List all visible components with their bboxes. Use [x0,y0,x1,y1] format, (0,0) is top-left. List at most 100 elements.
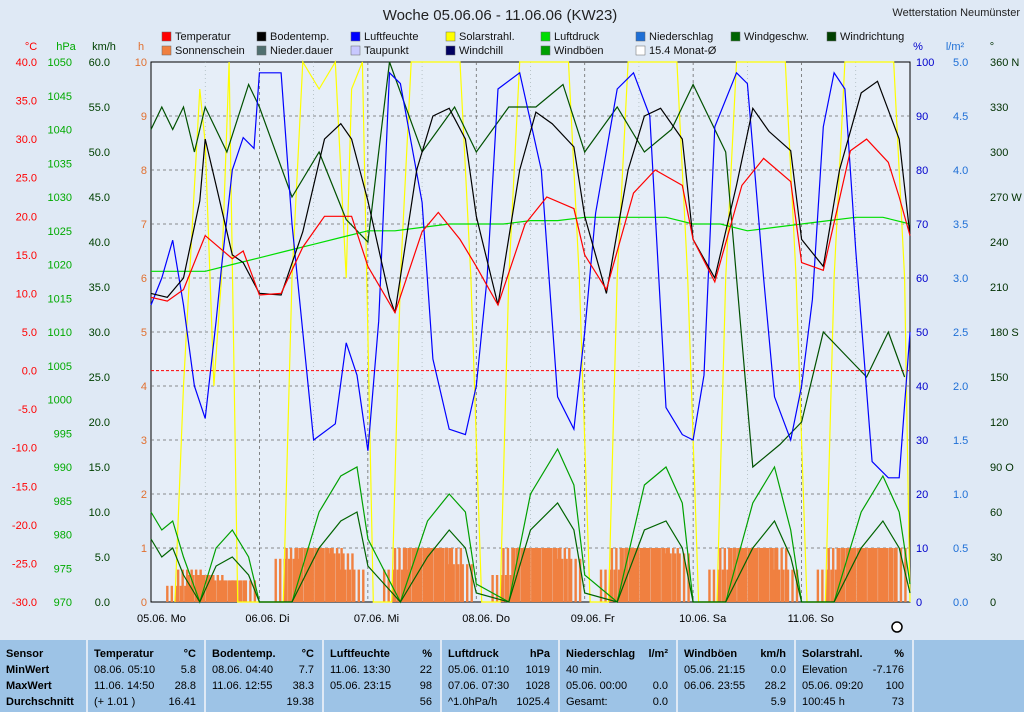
stats-cell-value: °C [183,648,196,660]
hours-tick-label: 9 [141,111,147,123]
sunshine-bar [743,548,746,602]
sunshine-bar [198,575,202,602]
stats-cell-label: Niederschlag [566,648,636,660]
stats-cell-value: 1028 [525,680,550,692]
sunshine-bar [446,548,449,602]
temp-tick-label: 20.0 [16,211,37,223]
sunshine-bar [870,548,874,602]
precip-tick-label: 2.5 [953,327,968,339]
sunshine-bar [656,548,660,602]
stats-cell-value: 0.0 [652,680,668,692]
sunshine-bar [170,585,174,602]
sunshine-bar [409,548,412,602]
sunshine-bar [209,580,212,602]
sunshine-bar [641,548,644,602]
stats-cell-value: 5.9 [770,696,786,708]
legend-swatch [161,45,172,56]
clock-icon[interactable] [891,621,903,633]
statistics-table: Sensor MinWert MaxWert Durchschnitt Temp… [0,640,1024,712]
series-line-luftfeuchte [150,71,911,479]
temp-tick-label: 30.0 [16,134,37,146]
sunshine-bar [339,569,342,602]
legend-label: Luftfeuchte [364,31,418,43]
sunshine-bar [734,548,737,602]
stats-cell-label: 07.06. 07:30 [448,680,510,692]
pressure-tick-label: 1025 [48,226,72,238]
precip-tick-label: 2.0 [953,381,968,393]
stats-label-min: MinWert [6,664,50,676]
sunshine-bar [545,548,549,602]
sunshine-bar [333,553,336,602]
sunshine-bar [661,548,664,602]
sunshine-bar [875,548,878,602]
sunshine-bar [391,569,395,602]
sunshine-bar [791,569,794,602]
sunshine-bar [218,580,221,602]
temp-tick-label: -10.0 [12,443,37,455]
sunshine-bar [430,548,434,602]
temp-tick-label: -5.0 [18,404,37,416]
stats-cell-label: 11.06. 13:30 [330,664,391,676]
pressure-tick-label: 1015 [48,293,72,305]
sunshine-bar [617,569,621,602]
sunshine-bar [886,548,889,602]
legend-swatch [256,45,267,56]
sunshine-bar [393,548,397,602]
sunshine-bar [511,548,514,602]
stats-cell-label: 100:45 h [802,696,845,708]
sunshine-bar [610,548,614,602]
sunshine-bar [283,558,286,602]
legend-label: Taupunkt [364,45,409,57]
wind-tick-label: 10.0 [89,507,110,519]
sunshine-bar [205,575,209,602]
sunshine-bar [669,553,672,602]
sunshine-bar [834,569,838,602]
sunshine-bar [756,548,759,602]
legend-label: Niederschlag [649,31,713,43]
legend-swatch [540,31,551,42]
legend-swatch [635,45,646,56]
humidity-tick-label: 10 [916,543,928,555]
precip-tick-label: 0.5 [953,543,968,555]
stats-cell-label: Bodentemp. [212,648,276,660]
sunshine-bar [439,548,443,602]
stats-cell-label: Solarstrahl. [802,648,863,660]
sunshine-bar [325,548,328,602]
stats-col-solar: Solarstrahl.% Elevation -7.176 05.06. 09:20… [796,640,914,712]
pressure-axis-unit: hPa [56,41,76,53]
stats-cell-label: ^1.0hPa/h [448,696,498,708]
sunshine-bar [721,569,725,602]
weather-chart: Woche 05.06.06 - 11.06.06 (KW23) Wetters… [11,7,1023,633]
sunshine-bar [457,564,460,602]
humidity-tick-label: 90 [916,111,928,123]
sunshine-bar [864,548,867,602]
sunshine-bar [426,548,429,602]
sunshine-bar [300,548,304,602]
sunshine-bar [531,548,534,602]
wind-tick-label: 30.0 [89,327,110,339]
sunshine-bar [448,564,451,602]
wind-tick-label: 20.0 [89,417,110,429]
series-line-bodentemp [150,80,911,313]
sunshine-bar [624,548,627,602]
sunshine-bar [650,548,653,602]
sunshine-bar [773,569,776,602]
sunshine-bar [528,548,531,602]
stats-cell-label: 05.06. 09:20 [802,680,864,692]
station-name: Wetterstation Neumünster [892,7,1020,19]
temp-tick-label: -25.0 [12,558,37,570]
sunshine-bar [771,548,774,602]
sunshine-bar [316,548,319,602]
sunshine-bar [320,548,323,602]
sunshine-bar [181,569,184,602]
precip-tick-label: 4.5 [953,111,968,123]
sunshine-bar [235,580,239,602]
legend-label: Solarstrahl. [459,31,515,43]
pressure-tick-label: 1040 [48,125,72,137]
axes: 40.035.030.025.020.015.010.05.00.0-5.0-1… [12,41,1022,609]
series-line-windgeschw [150,502,911,604]
sunshine-bar [353,569,356,602]
sunshine-bar [645,548,649,602]
stats-cell-value: 73 [891,696,904,708]
stats-col-gust: Windböen km/h 05.06. 21:15 0.0 06.06. 23:55 2… [678,640,796,712]
